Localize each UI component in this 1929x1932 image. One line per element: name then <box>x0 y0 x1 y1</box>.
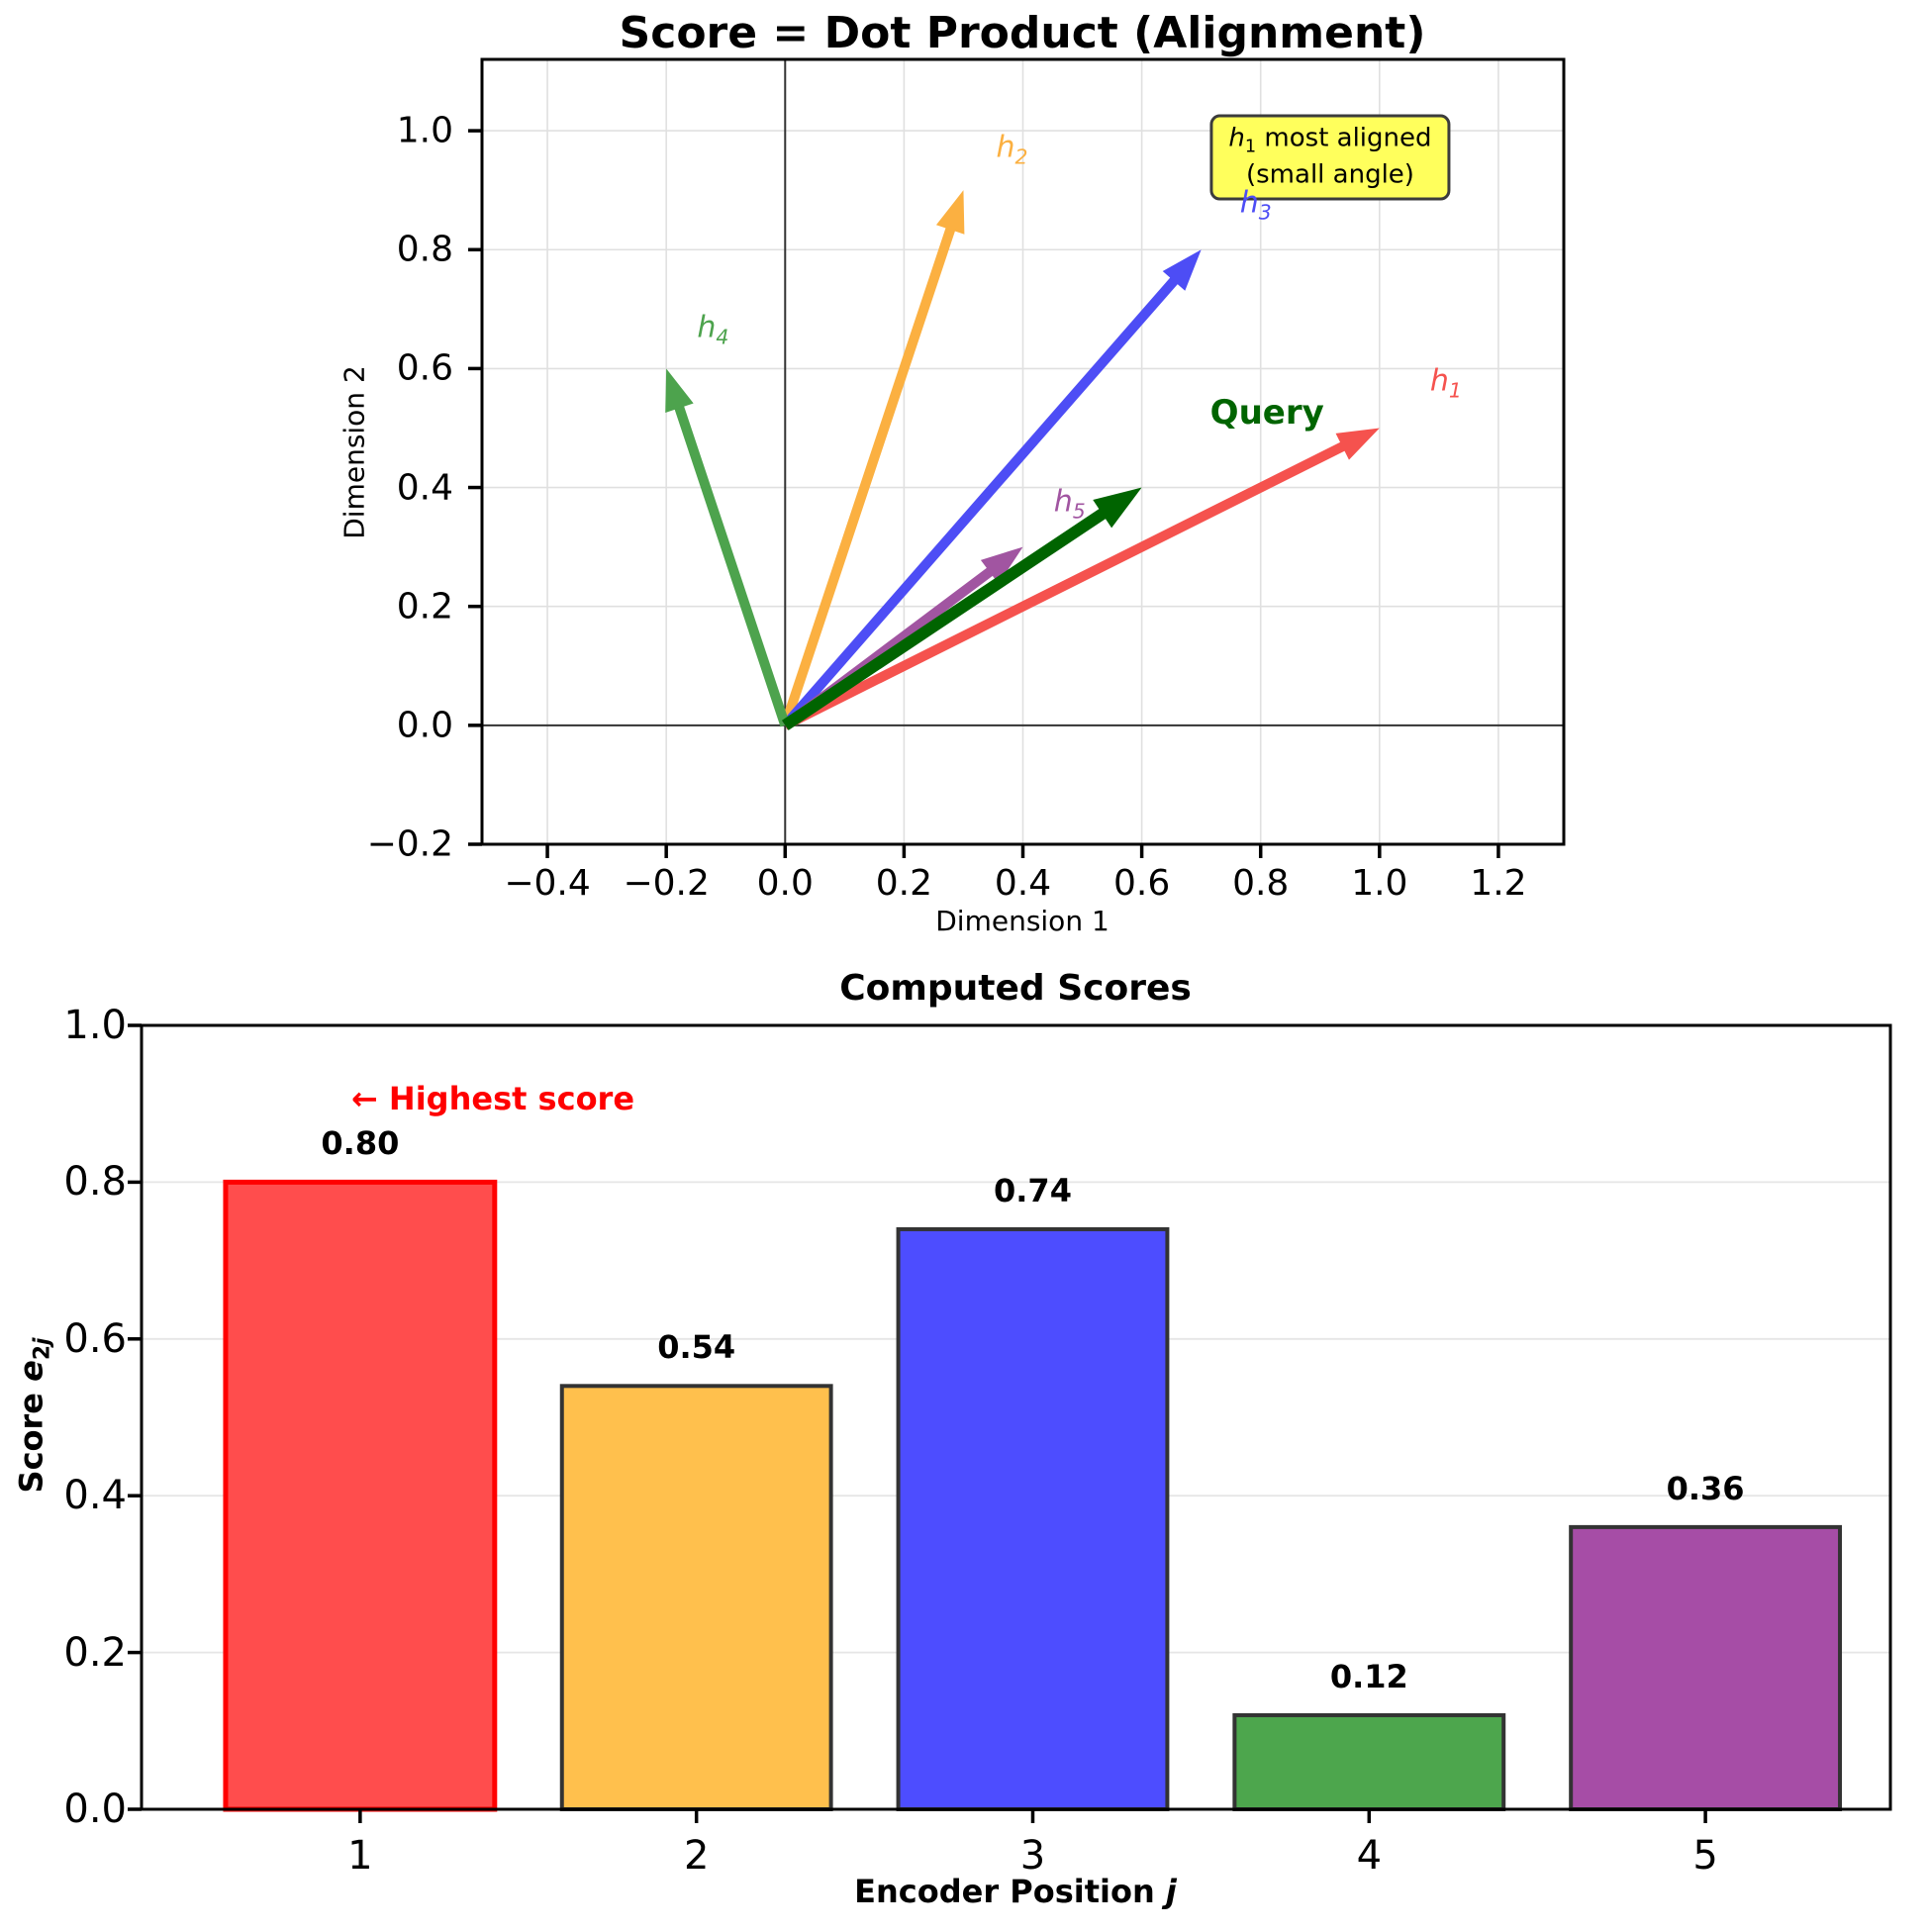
query-vector-shaft <box>781 499 1119 730</box>
vector-h4-head <box>665 368 694 413</box>
vector-h4-shaft <box>670 392 791 727</box>
query-vector-head <box>1093 487 1142 529</box>
vector-h1-head <box>1335 428 1380 460</box>
vector-h1-shaft <box>783 435 1358 730</box>
vector-h5-head <box>980 546 1023 584</box>
bar-4 <box>1232 1712 1506 1811</box>
bar-1 <box>223 1179 498 1812</box>
axes-spines-bottom <box>140 1023 1892 1811</box>
bar-5 <box>1569 1524 1843 1811</box>
vector-h2-shaft <box>780 214 960 727</box>
bar-2 <box>559 1384 833 1811</box>
vector-h3-shaft <box>781 266 1188 729</box>
bar-3 <box>896 1226 1170 1812</box>
vector-h3-head <box>1162 249 1202 291</box>
vector-h2-head <box>935 190 965 235</box>
